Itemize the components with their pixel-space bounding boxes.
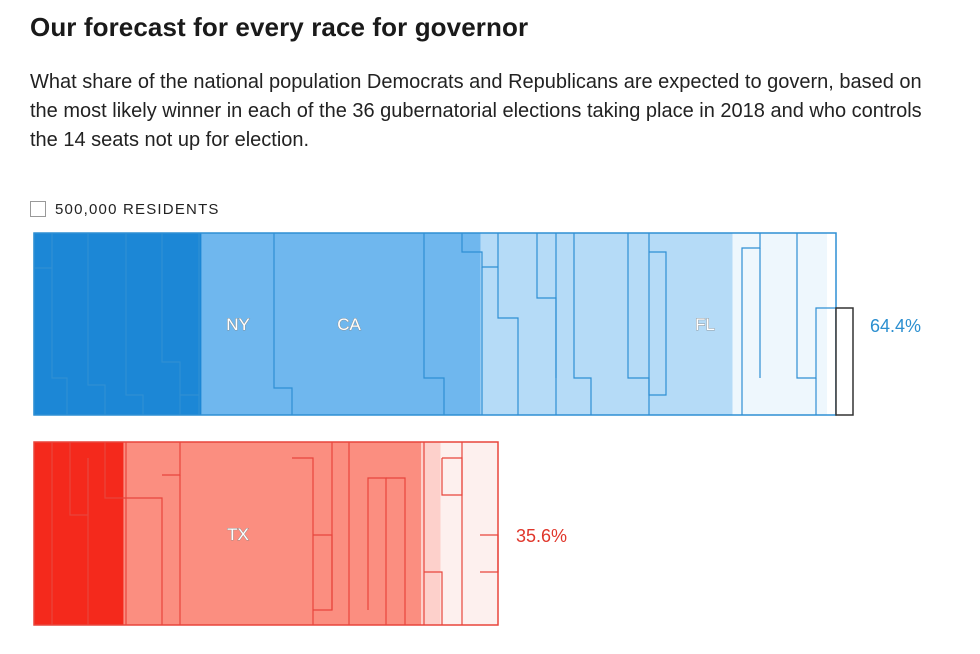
rating-band-1	[123, 442, 421, 625]
state-label-ny: NY	[226, 315, 250, 334]
rep-bands	[34, 442, 498, 625]
state-outline	[367, 477, 387, 625]
state-outline	[741, 233, 761, 415]
chart-subtitle: What share of the national population De…	[30, 71, 922, 151]
dem-bar: NY CA FL 64.4%	[33, 232, 921, 416]
state-outline	[292, 457, 314, 625]
state-label-ca: CA	[337, 315, 361, 334]
rating-band-1	[201, 233, 481, 415]
dem-percentage: 64.4%	[870, 316, 921, 336]
rep-bar: TX 35.6%	[33, 441, 567, 626]
state-outline	[161, 233, 181, 415]
rating-band-2	[480, 233, 733, 415]
dem-bands	[34, 233, 836, 415]
rating-band-2	[421, 442, 441, 625]
state-outline	[87, 233, 106, 415]
state-outline	[627, 233, 650, 415]
state-label-tx: TX	[227, 525, 249, 544]
legend-label: 500,000 RESIDENTS	[55, 200, 220, 218]
state-label-fl: FL	[695, 315, 715, 334]
state-outline	[461, 233, 498, 268]
state-outline	[125, 442, 163, 625]
legend: 500,000 RESIDENTS	[30, 198, 220, 220]
state-outline	[386, 477, 406, 625]
state-outline	[424, 571, 443, 625]
state-outline	[497, 233, 519, 415]
rep-state-outlines	[51, 442, 499, 625]
rating-band-4	[827, 233, 836, 415]
state-outline	[51, 233, 68, 415]
rating-band-0	[34, 442, 124, 625]
chart-title: Our forecast for every race for governor	[30, 12, 529, 42]
legend-square	[30, 201, 46, 217]
state-outline	[573, 233, 592, 415]
rep-percentage: 35.6%	[516, 526, 567, 546]
rating-band-0	[34, 233, 202, 415]
rating-band-3	[732, 233, 828, 415]
state-outline	[273, 233, 293, 415]
state-outline	[125, 233, 144, 415]
state-outline	[648, 233, 667, 396]
rep-bar-outline	[33, 441, 499, 626]
state-outline	[423, 233, 445, 415]
rating-band-3	[440, 442, 498, 625]
independent-seat	[835, 307, 854, 416]
state-outline	[104, 442, 127, 625]
